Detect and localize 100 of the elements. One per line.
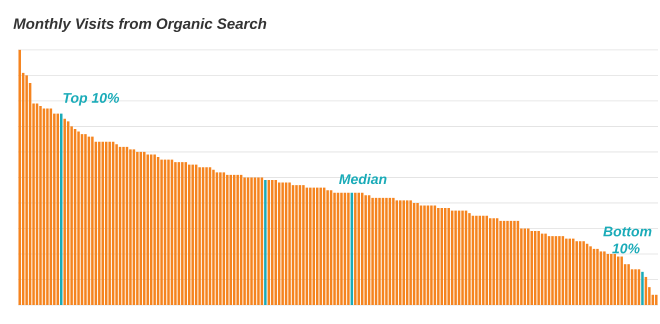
bar [572,238,575,305]
bar [589,246,592,305]
bar [322,188,326,305]
bar [644,276,648,305]
bar [472,216,474,305]
bar [437,208,440,305]
bar [527,228,530,305]
bar [638,269,640,305]
bar [548,236,550,305]
bar [350,192,354,305]
bar [205,167,208,305]
bar [409,200,412,305]
bar [620,256,623,305]
bar [288,182,291,305]
bar [396,200,398,305]
bar [447,208,450,305]
bar [468,213,471,305]
bar [226,174,229,305]
bar [188,164,190,305]
bar [80,134,84,305]
bar [126,146,128,305]
bar [156,157,160,305]
bar [122,146,125,305]
bar [74,128,76,305]
bar [202,167,204,305]
bar [181,162,184,305]
bar [430,206,433,305]
bar [170,160,174,305]
bar [382,198,384,305]
bar [150,154,152,305]
bar [420,206,422,305]
bar [540,234,544,305]
bar [478,216,482,305]
bar [129,149,132,305]
bar [153,154,156,305]
bar [316,188,318,305]
bar [426,206,430,305]
bar [219,172,222,305]
bar [492,218,495,305]
bar [140,152,142,305]
bar [232,174,236,305]
bar [582,241,585,305]
bar [458,210,460,305]
bar [118,146,122,305]
bar [42,108,46,305]
bar [575,241,578,305]
bar [36,103,38,305]
bar [454,210,457,305]
bar [616,256,620,305]
bar [496,218,498,305]
bar [25,75,28,305]
bar [243,177,246,305]
bar [506,220,509,305]
bar [464,210,468,305]
bar [406,200,408,305]
bar [132,149,136,305]
bar [450,210,454,305]
bar [416,202,419,305]
bar [18,50,21,305]
bar [330,190,332,305]
bar [499,220,502,305]
bar [194,164,198,305]
bar [66,121,70,305]
bar [596,248,599,305]
bar [360,192,364,305]
bar [558,236,561,305]
bar [440,208,444,305]
bar [84,134,87,305]
bar [578,241,582,305]
bar [347,192,350,305]
bar [60,114,62,305]
bar [222,172,226,305]
bar [198,167,201,305]
bar [655,294,658,305]
bar [378,198,381,305]
bar [178,162,180,305]
bar [326,190,329,305]
bar [641,272,644,305]
bar [108,142,111,305]
bar [309,188,312,305]
bar [461,210,464,305]
bar [250,177,253,305]
annotation: Bottom 10% [603,226,652,254]
bar [230,174,232,305]
bar [281,182,284,305]
bar [586,244,588,305]
bar [274,180,277,305]
bar [319,188,322,305]
bar [513,220,516,305]
bar [610,254,613,305]
annotation: Top 10% [63,92,120,106]
bar [292,185,294,305]
bar [482,216,485,305]
bar [246,177,250,305]
bar [146,154,149,305]
annotation: Median [339,174,386,184]
bar [98,142,101,305]
bar [302,185,305,305]
bar [385,198,388,305]
bar [312,188,316,305]
